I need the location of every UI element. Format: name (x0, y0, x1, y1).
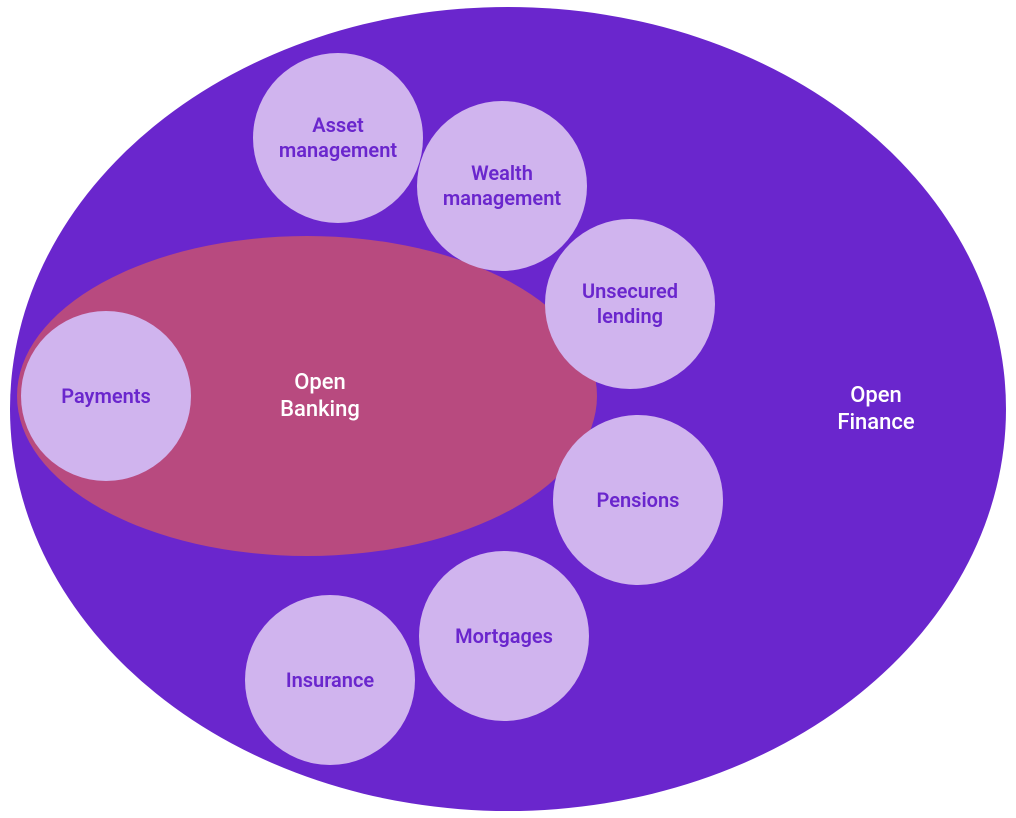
category-circle-asset-management: Assetmanagement (253, 53, 423, 223)
category-label-insurance: Insurance (286, 668, 374, 693)
category-label-mortgages: Mortgages (455, 624, 553, 649)
category-label-pensions: Pensions (597, 488, 680, 513)
category-circle-unsecured-lending: Unsecuredlending (545, 219, 715, 389)
category-circle-pensions: Pensions (553, 415, 723, 585)
category-circle-payments: Payments (21, 311, 191, 481)
open-finance-label: OpenFinance (796, 382, 956, 437)
category-circle-mortgages: Mortgages (419, 551, 589, 721)
category-circle-wealth-management: Wealthmanagement (417, 101, 587, 271)
open-banking-label: OpenBanking (240, 369, 400, 424)
category-circle-insurance: Insurance (245, 595, 415, 765)
category-label-asset-management: Assetmanagement (279, 113, 397, 163)
category-label-unsecured-lending: Unsecuredlending (582, 279, 678, 329)
category-label-wealth-management: Wealthmanagement (443, 161, 561, 211)
category-label-payments: Payments (61, 384, 151, 409)
